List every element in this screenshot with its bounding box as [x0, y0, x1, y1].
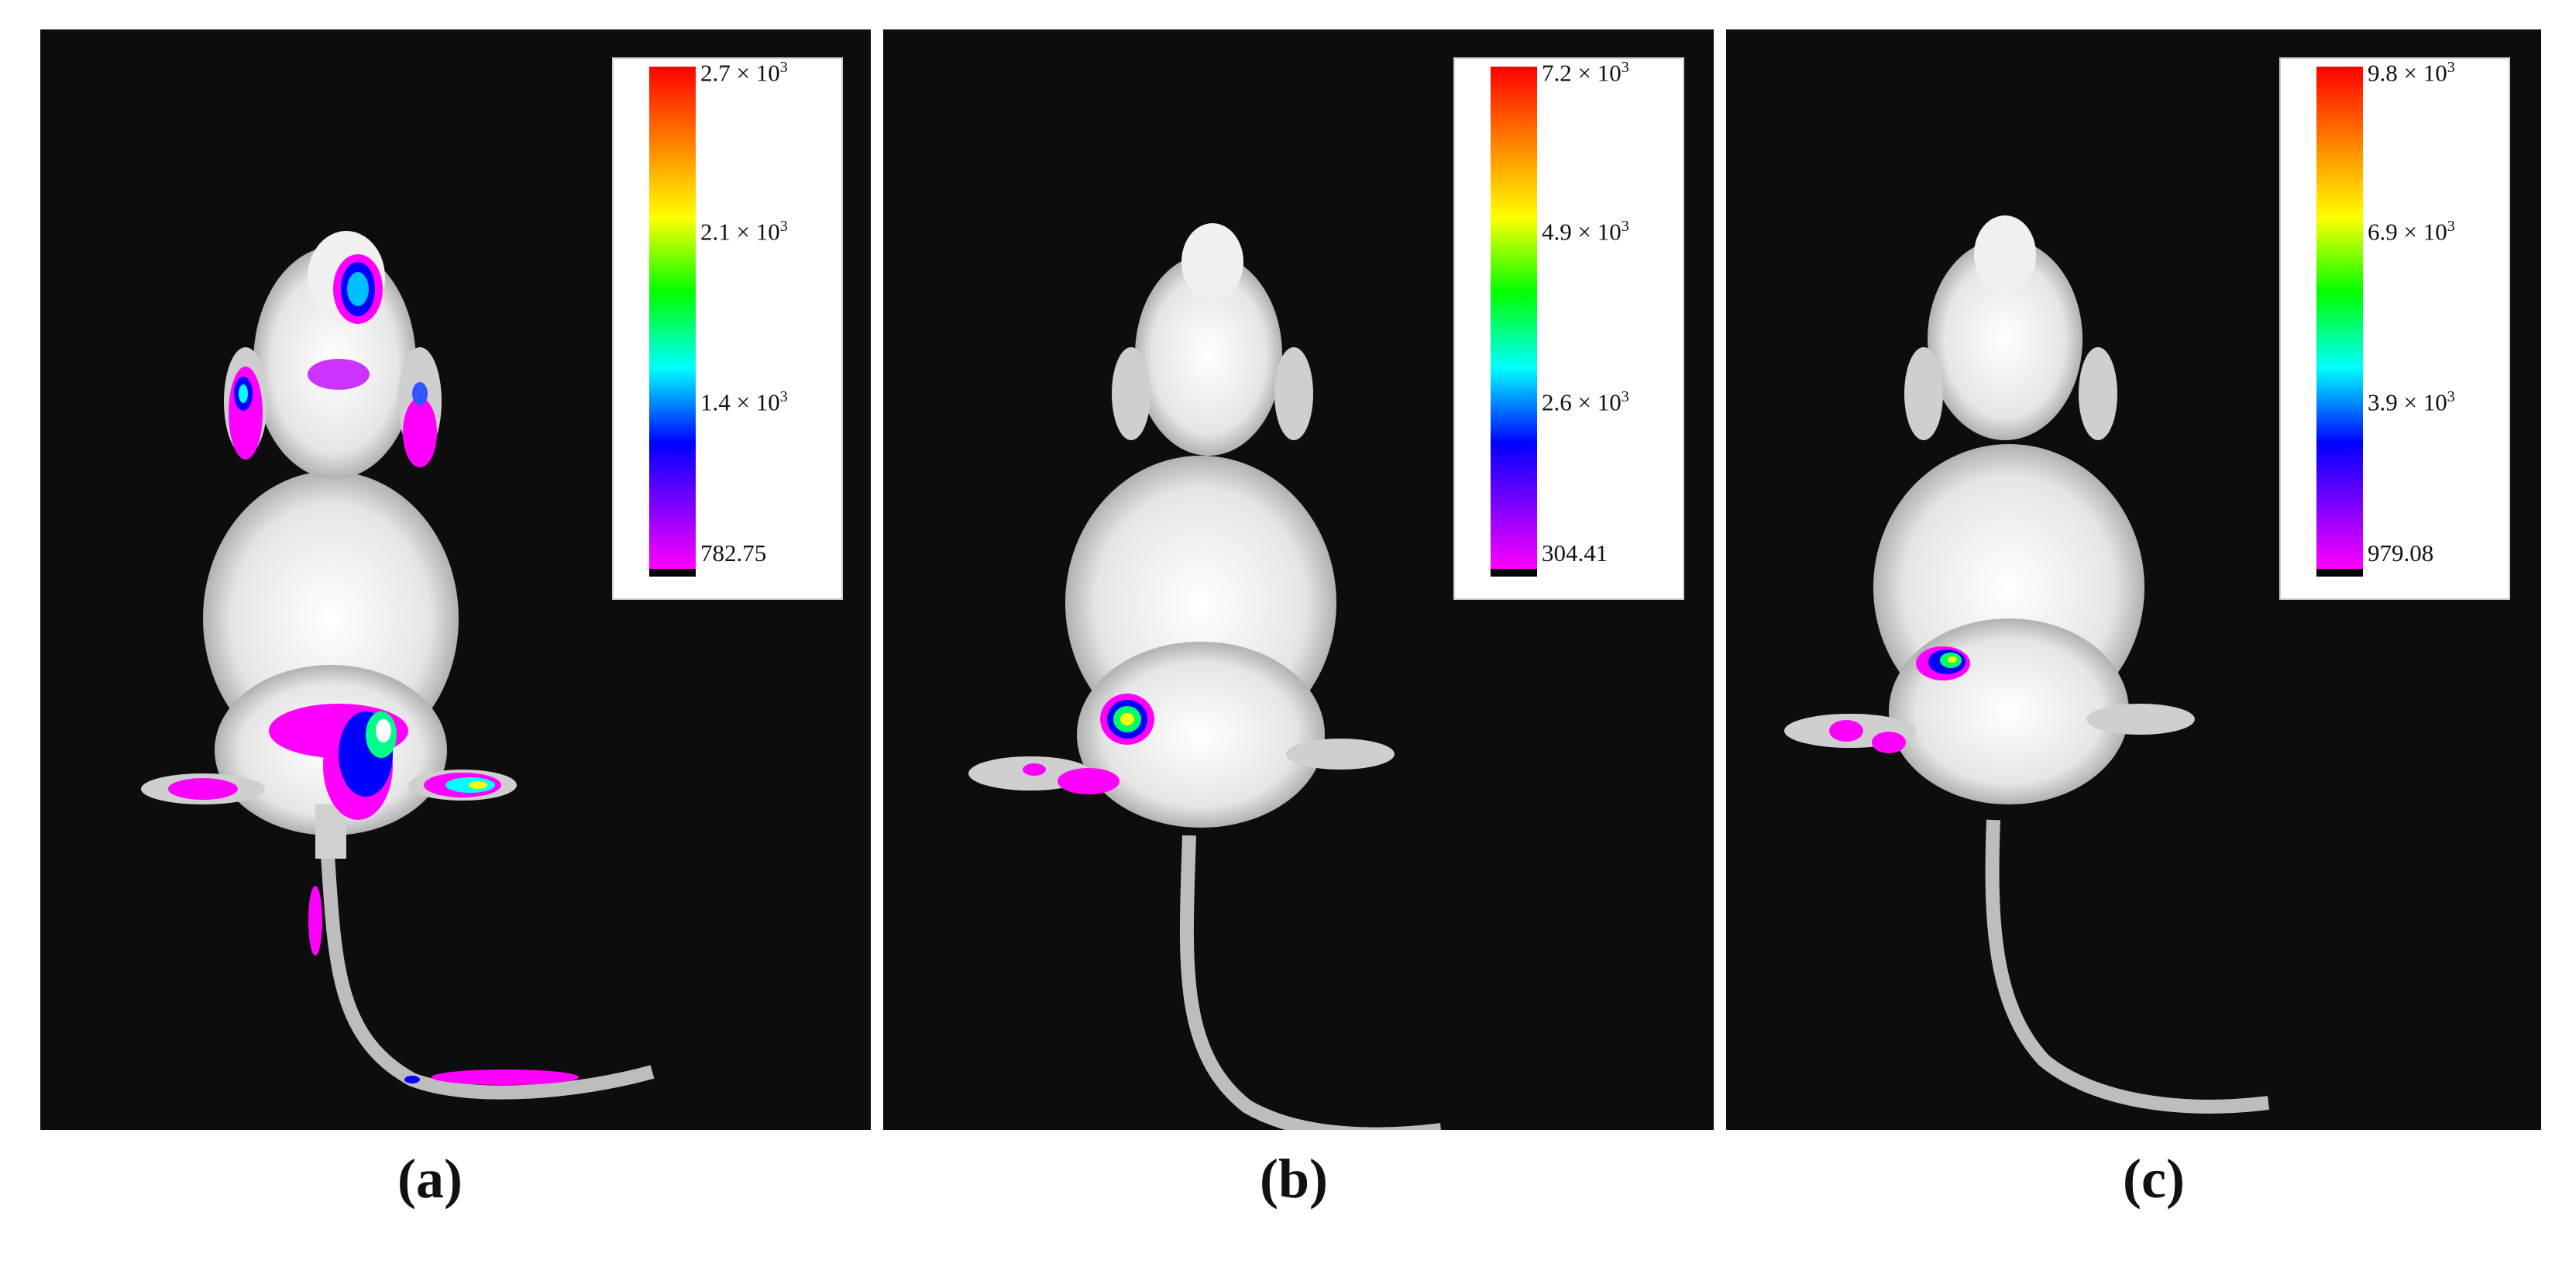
tick-2-a: 2.1 × 103	[700, 218, 788, 246]
caption-a: (a)	[397, 1148, 463, 1210]
signal-spots-c	[1829, 646, 1970, 753]
panel-c: 9.8 × 103 6.9 × 103 3.9 × 103 979.08	[1726, 29, 2541, 1130]
colorscale-a: 2.7 × 103 2.1 × 103 1.4 × 103 782.75	[612, 57, 843, 600]
colorbar-b	[1491, 67, 1537, 577]
tick-3-c: 3.9 × 103	[2368, 388, 2455, 416]
tick-max-b: 7.2 × 103	[1542, 59, 1629, 87]
caption-c: (c)	[2123, 1148, 2185, 1210]
colorbar-c	[2316, 67, 2363, 577]
tick-3-a: 1.4 × 103	[700, 388, 788, 416]
signal-spots-b	[1023, 694, 1154, 794]
colorscale-b: 7.2 × 103 4.9 × 103 2.6 × 103 304.41	[1453, 57, 1684, 600]
tick-min-b: 304.41	[1542, 539, 1608, 567]
tick-3-b: 2.6 × 103	[1542, 388, 1629, 416]
mouse-image-c	[1784, 215, 2270, 1114]
tick-max-a: 2.7 × 103	[700, 59, 788, 87]
tick-min-a: 782.75	[700, 539, 767, 567]
panel-a: 2.7 × 103 2.1 × 103 1.4 × 103 782.75	[40, 29, 871, 1130]
colorbar-a	[649, 67, 696, 577]
colorscale-c: 9.8 × 103 6.9 × 103 3.9 × 103 979.08	[2279, 57, 2510, 600]
mouse-image-a	[141, 231, 655, 1100]
tick-max-c: 9.8 × 103	[2368, 59, 2455, 87]
tick-2-b: 4.9 × 103	[1542, 218, 1629, 246]
tick-2-c: 6.9 × 103	[2368, 218, 2455, 246]
tick-min-c: 979.08	[2368, 539, 2434, 567]
panel-b: 7.2 × 103 4.9 × 103 2.6 × 103 304.41	[883, 29, 1714, 1130]
caption-b: (b)	[1260, 1148, 1328, 1210]
mouse-image-b	[968, 223, 1441, 1130]
signal-spots-a	[168, 254, 579, 1085]
